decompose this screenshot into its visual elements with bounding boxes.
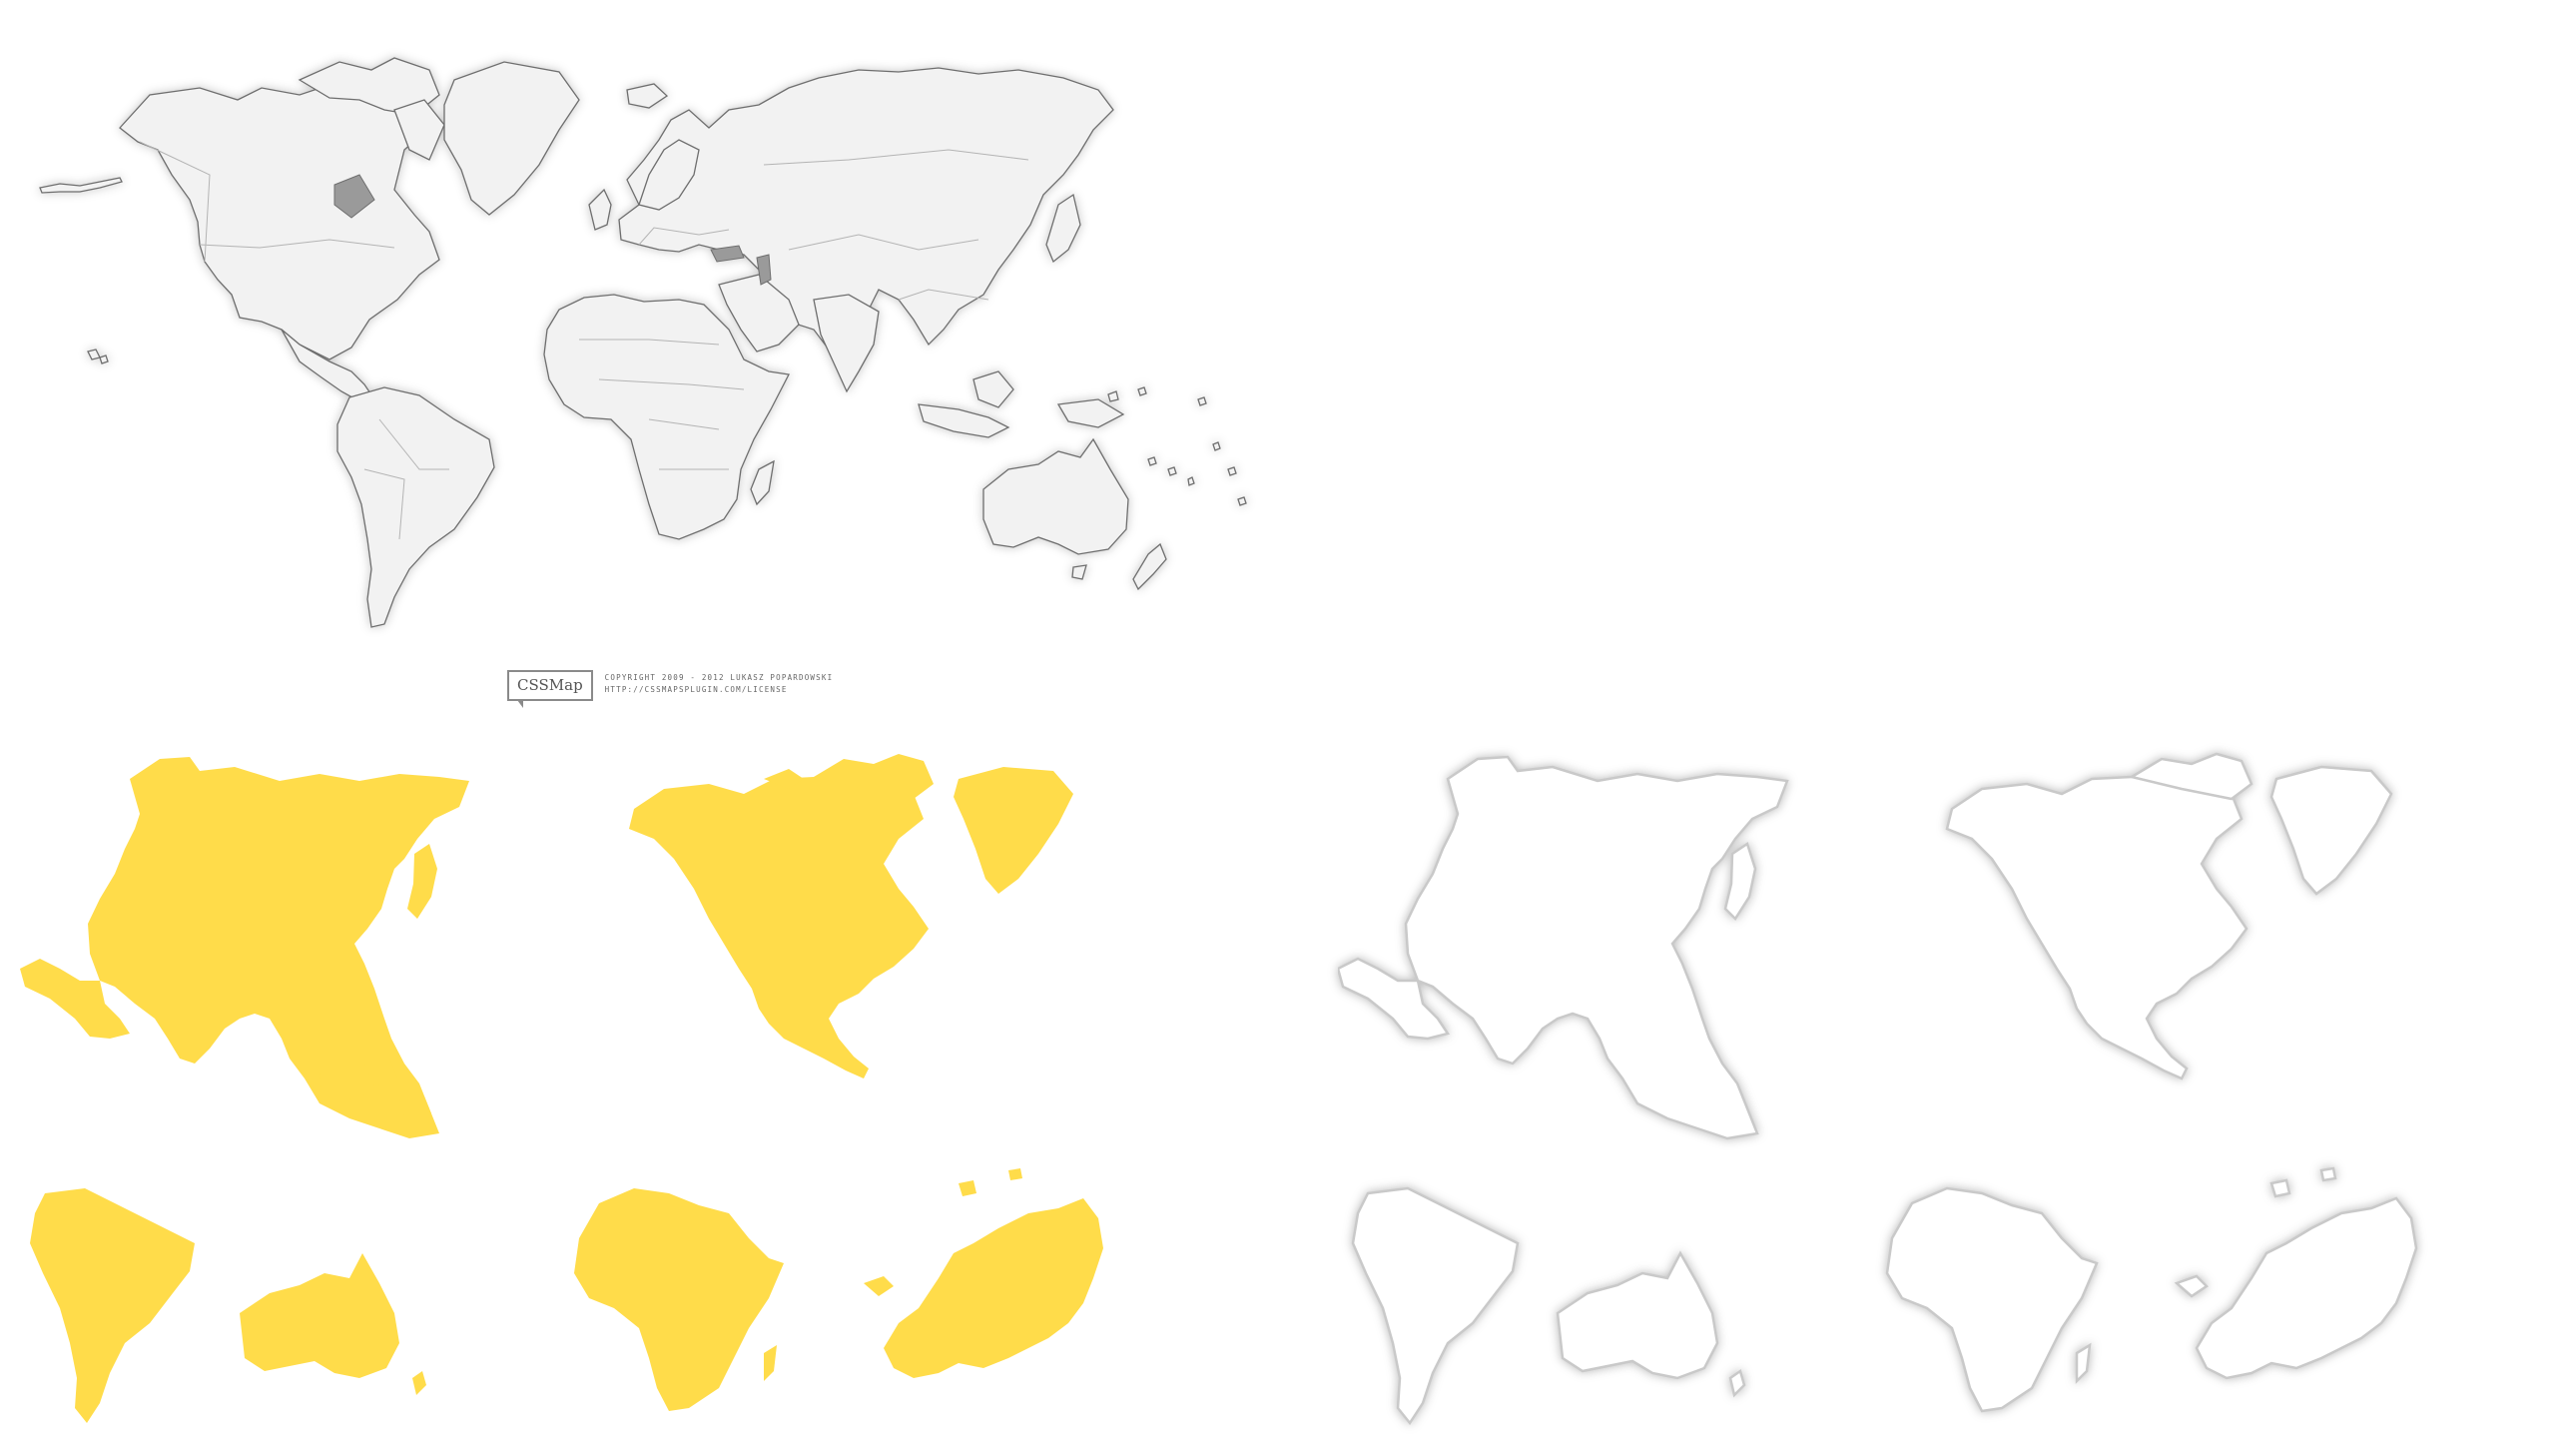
world-tasmania bbox=[1071, 564, 1087, 580]
world-indonesia bbox=[918, 403, 1010, 438]
yellow-sa-shape bbox=[30, 1188, 195, 1423]
yellow-islands-shape bbox=[959, 1168, 1022, 1196]
yellow-south-america[interactable] bbox=[25, 1183, 205, 1428]
yellow-australia-shape bbox=[240, 1253, 399, 1378]
yellow-australia-svg bbox=[240, 1253, 426, 1395]
yellow-europe[interactable] bbox=[859, 1158, 1118, 1408]
world-caspian bbox=[756, 254, 772, 286]
outline-africa-svg bbox=[1885, 1186, 2099, 1413]
outline-australia[interactable] bbox=[1553, 1243, 1752, 1403]
world-arabia bbox=[718, 274, 800, 353]
world-arctic-islands bbox=[298, 57, 440, 116]
world-new-guinea bbox=[1056, 398, 1125, 428]
world-map: CSSMap COPYRIGHT 2009 - 2012 LUKASZ POPA… bbox=[0, 0, 1268, 708]
copyright-credit: CSSMap COPYRIGHT 2009 - 2012 LUKASZ POPA… bbox=[507, 670, 834, 708]
yellow-sea-islands bbox=[320, 1059, 431, 1116]
world-baffin-island bbox=[393, 99, 445, 161]
yellow-africa-shape bbox=[574, 1188, 784, 1411]
yellow-australia[interactable] bbox=[235, 1243, 434, 1403]
outline-australia-shape bbox=[1556, 1250, 1719, 1380]
yellow-na-shape bbox=[629, 769, 929, 1078]
outline-south-america[interactable] bbox=[1348, 1183, 1528, 1428]
yellow-iceland-shape bbox=[864, 1276, 894, 1296]
outline-north-america-svg bbox=[1945, 752, 2393, 1080]
outline-europe-svg bbox=[2174, 1166, 2418, 1380]
outline-arctic-shape bbox=[2128, 752, 2254, 801]
cssmap-logo[interactable]: CSSMap bbox=[507, 670, 593, 708]
yellow-north-america-svg bbox=[629, 754, 1073, 1078]
outline-europe-shape bbox=[2195, 1196, 2418, 1380]
yellow-europe-shape bbox=[884, 1198, 1103, 1378]
world-north-america bbox=[119, 79, 440, 360]
outline-sa-shape bbox=[1351, 1186, 1520, 1426]
yellow-africa[interactable] bbox=[569, 1183, 799, 1423]
world-map-svg bbox=[39, 57, 1247, 628]
copyright-line: COPYRIGHT 2009 - 2012 LUKASZ POPARDOWSKI bbox=[604, 673, 834, 682]
outline-south-america-svg bbox=[1351, 1186, 1520, 1426]
outline-madagascar-shape bbox=[2075, 1342, 2092, 1385]
yellow-south-america-svg bbox=[30, 1188, 195, 1423]
yellow-japan-shape bbox=[407, 844, 437, 919]
yellow-north-america[interactable] bbox=[614, 739, 1093, 1118]
yellow-europe-svg bbox=[864, 1168, 1103, 1378]
world-aleutians bbox=[39, 177, 123, 194]
outline-iceland-shape bbox=[2174, 1274, 2209, 1298]
world-hudson-bay bbox=[333, 174, 375, 219]
outline-nz-shape bbox=[1728, 1368, 1746, 1398]
outline-africa[interactable] bbox=[1882, 1183, 2112, 1423]
outline-north-america[interactable] bbox=[1932, 739, 2411, 1118]
yellow-asia[interactable] bbox=[20, 719, 489, 1148]
world-new-zealand bbox=[1132, 542, 1167, 591]
world-hawaii bbox=[87, 349, 109, 364]
world-africa bbox=[543, 294, 790, 540]
outline-asia[interactable] bbox=[1338, 719, 1807, 1148]
yellow-arctic-shape bbox=[764, 754, 934, 799]
outline-islands-shape bbox=[2269, 1166, 2337, 1198]
outline-japan-shape bbox=[1723, 842, 1757, 921]
copyright-text: COPYRIGHT 2009 - 2012 LUKASZ POPARDOWSKI… bbox=[605, 670, 834, 696]
yellow-greenland-shape bbox=[954, 767, 1073, 894]
world-australia bbox=[982, 437, 1129, 555]
world-greenland bbox=[443, 61, 580, 216]
world-borders bbox=[139, 141, 1029, 540]
outline-na-shape bbox=[1945, 767, 2249, 1080]
world-borneo bbox=[972, 370, 1014, 408]
world-black-sea bbox=[710, 245, 745, 263]
world-india bbox=[813, 294, 880, 393]
world-japan bbox=[1045, 193, 1081, 264]
yellow-asia-shape bbox=[20, 757, 469, 1138]
outline-europe[interactable] bbox=[2172, 1158, 2431, 1408]
outline-asia-svg bbox=[1338, 755, 1789, 1140]
outline-greenland-shape bbox=[2269, 765, 2393, 896]
outline-africa-shape bbox=[1885, 1186, 2099, 1413]
world-britain bbox=[588, 188, 612, 231]
yellow-madagascar-shape bbox=[764, 1345, 777, 1381]
license-link[interactable]: HTTP://CSSMAPSPLUGIN.COM/LICENSE bbox=[604, 685, 788, 694]
world-scandinavia bbox=[638, 139, 700, 211]
outline-asia-shape bbox=[1338, 755, 1789, 1140]
world-madagascar bbox=[750, 459, 775, 506]
outline-australia-svg bbox=[1556, 1250, 1746, 1398]
world-pacific-islands bbox=[1107, 386, 1247, 506]
yellow-nz-shape bbox=[412, 1371, 426, 1395]
yellow-africa-svg bbox=[574, 1188, 784, 1411]
world-south-america bbox=[336, 386, 495, 628]
yellow-asia-svg bbox=[20, 757, 469, 1138]
world-iceland bbox=[626, 83, 669, 109]
